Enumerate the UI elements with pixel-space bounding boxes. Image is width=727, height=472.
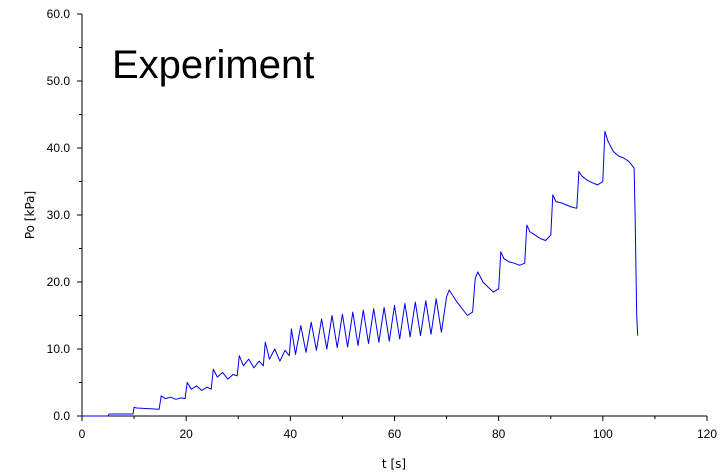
series-line bbox=[82, 130, 639, 417]
y-tick-label: 50.0 bbox=[47, 74, 71, 88]
y-tick-label: 20.0 bbox=[47, 275, 71, 289]
x-tick-label: 80 bbox=[492, 427, 506, 441]
plot-area: 0 20 40 60 80 100 120 0.0 10.0 20.0 30.0 40.0 50.0 60… bbox=[47, 7, 718, 441]
y-axis-label: Po [kPa] bbox=[23, 191, 37, 239]
x-tick-label: 120 bbox=[697, 427, 717, 441]
y-tick-label: 0.0 bbox=[53, 409, 70, 423]
y-tick-label: 60.0 bbox=[47, 7, 71, 21]
x-tick-label: 100 bbox=[593, 427, 613, 441]
y-tick-label: 30.0 bbox=[47, 208, 71, 222]
y-tick-label: 10.0 bbox=[47, 342, 71, 356]
x-tick-label: 60 bbox=[388, 427, 402, 441]
y-tick-label: 40.0 bbox=[47, 141, 71, 155]
chart-title: Experiment bbox=[112, 43, 314, 87]
x-tick-label: 0 bbox=[79, 427, 86, 441]
x-axis-label: t [s] bbox=[382, 457, 406, 471]
x-tick-label: 20 bbox=[179, 427, 193, 441]
x-tick-label: 40 bbox=[284, 427, 298, 441]
